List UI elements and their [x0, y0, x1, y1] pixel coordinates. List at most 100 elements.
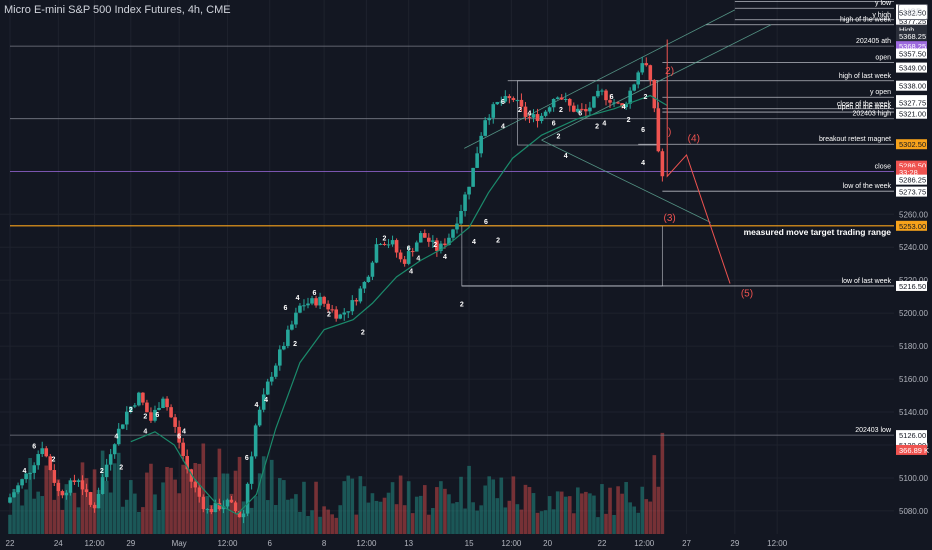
candle-down: [330, 309, 334, 311]
candle-up: [249, 456, 254, 484]
candle-down: [52, 470, 57, 483]
time-tick-label: 12:00: [767, 539, 788, 548]
candle-down: [644, 63, 649, 66]
price-label: 5338.00: [899, 82, 926, 91]
wave-label: 2: [627, 117, 631, 124]
candle-down: [60, 491, 65, 496]
volume-bar: [16, 486, 20, 534]
volume-bar: [410, 513, 415, 534]
time-tick-label: 12:00: [85, 539, 106, 548]
level-label: open: [875, 55, 891, 62]
candle-up: [153, 409, 157, 421]
volume-bar: [137, 511, 141, 534]
volume-bar: [161, 482, 165, 534]
volume-bar: [157, 509, 161, 534]
candle-up: [120, 424, 125, 429]
volume-bar: [278, 478, 282, 534]
volume-bar: [366, 502, 371, 534]
candle-up: [221, 506, 226, 510]
wave-label: 6: [484, 219, 488, 226]
volume-bar: [56, 479, 61, 534]
volume-bar: [322, 506, 326, 534]
wave-label: 4: [501, 124, 505, 131]
price-tick-label: 5180.00: [899, 342, 928, 351]
candle-down: [189, 469, 194, 482]
volume-bar: [636, 512, 641, 534]
volume-bar: [193, 462, 198, 534]
price-label-bg: [896, 186, 927, 197]
candle-up: [76, 480, 81, 483]
candle-down: [149, 412, 153, 421]
volume-bar: [628, 502, 632, 534]
volume-bar: [640, 486, 645, 534]
price-label: 33:28: [899, 168, 918, 177]
volume-bar: [249, 507, 254, 534]
moving-average: [130, 94, 668, 515]
time-tick-label: 13: [404, 539, 413, 548]
volume-bar: [362, 486, 367, 534]
candle-up: [108, 454, 113, 465]
candle-up: [129, 406, 133, 412]
candle-up: [253, 425, 258, 457]
wave-label: 6: [610, 94, 614, 101]
candle-down: [427, 237, 431, 242]
price-label-bg: [896, 444, 927, 455]
time-tick-label: 12:00: [634, 539, 655, 548]
wave-label: 6: [245, 455, 249, 462]
volume-bar: [64, 484, 69, 534]
price-label: 5368.25: [899, 42, 926, 51]
volume-bar: [491, 479, 496, 534]
volume-bar: [177, 493, 181, 534]
wave-label: 2: [327, 311, 331, 318]
time-tick-label: 29: [126, 539, 135, 548]
price-tick-label: 5260.00: [899, 210, 928, 219]
volume-bar: [547, 496, 552, 534]
volume-bar: [265, 500, 270, 534]
volume-bar: [298, 511, 302, 534]
volume-bar: [390, 482, 395, 534]
volume-bar: [604, 513, 608, 534]
candle-up: [338, 314, 343, 319]
volume-bar: [28, 457, 32, 534]
wave-label: 4: [114, 433, 118, 440]
volume-bar: [431, 507, 435, 534]
range-box: [461, 225, 663, 287]
ma-line: [130, 94, 668, 515]
time-tick-label: May: [172, 539, 187, 548]
candle-up: [612, 102, 616, 104]
candle-up: [96, 494, 101, 509]
volume-bar: [600, 484, 604, 534]
volume-bar: [660, 432, 665, 534]
volume-bar: [290, 498, 294, 534]
volume-bar: [124, 499, 129, 534]
wave-label: 2: [518, 107, 522, 114]
volume-bar: [330, 514, 334, 534]
level-label: low of the week: [843, 183, 892, 190]
volume-bar: [406, 481, 411, 534]
volume-bar: [551, 509, 556, 534]
candle-up: [269, 376, 274, 382]
candle-down: [322, 296, 326, 304]
price-label-bg: [896, 24, 927, 35]
wave-count-label: 2): [665, 66, 674, 77]
candle-up: [290, 324, 294, 330]
currency-button[interactable]: USD: [898, 4, 928, 20]
candle-down: [48, 456, 53, 471]
candle-down: [422, 233, 427, 238]
volume-bar: [507, 500, 512, 534]
candle-down: [620, 103, 624, 108]
trend-line: [464, 9, 736, 149]
volume-bar: [422, 485, 427, 534]
volume-bar: [326, 509, 330, 534]
candle-down: [326, 303, 330, 310]
candle-up: [286, 329, 290, 346]
volume-bars: [8, 432, 665, 534]
volume-bar: [133, 493, 137, 534]
wave-label: 4: [264, 397, 268, 404]
level-label: breakout retest magnet: [819, 136, 891, 143]
candle-up: [362, 281, 367, 289]
volume-bar: [632, 506, 636, 534]
price-label-bg: [896, 48, 927, 59]
